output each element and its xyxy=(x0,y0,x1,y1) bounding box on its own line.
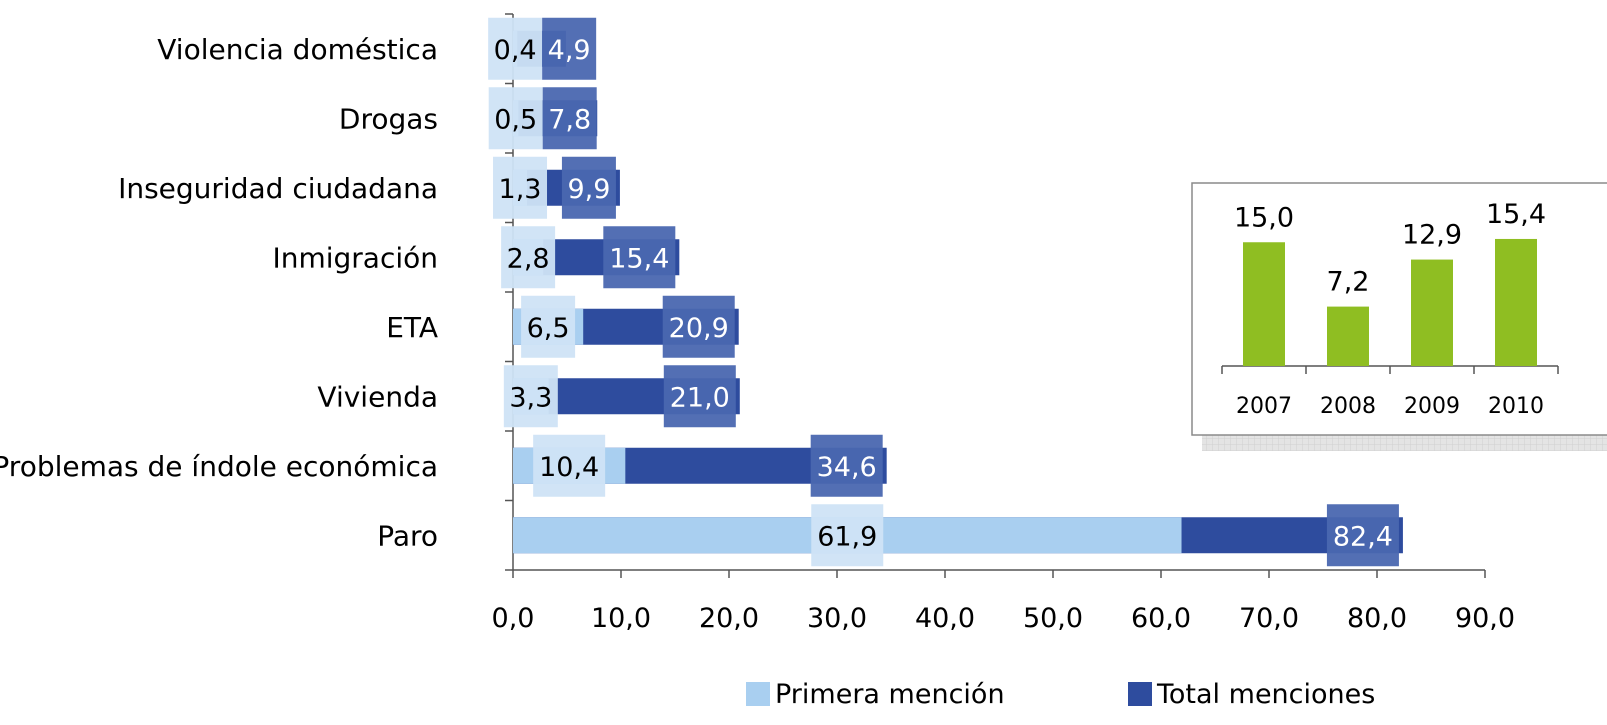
data-label-primera: 1,3 xyxy=(499,174,542,205)
data-label-total: 21,0 xyxy=(670,382,730,413)
data-label-box-primera xyxy=(488,87,543,150)
inset-shadow xyxy=(1202,435,1607,451)
data-label-total: 15,4 xyxy=(609,243,669,274)
inset-data-label: 7,2 xyxy=(1327,267,1370,298)
x-tick-label: 70,0 xyxy=(1239,603,1299,634)
data-label-box-primera xyxy=(521,295,576,358)
category-label: Vivienda xyxy=(317,380,438,413)
legend-swatch-total xyxy=(1128,682,1152,706)
data-label-box-primera xyxy=(493,156,548,219)
inset-bar xyxy=(1243,242,1285,366)
data-label-primera: 0,5 xyxy=(494,104,537,135)
data-label-box-total xyxy=(603,226,676,289)
data-label-box-total xyxy=(662,295,735,358)
data-label-box-total xyxy=(810,434,883,497)
x-tick-label: 40,0 xyxy=(915,603,975,634)
data-label-primera: 0,4 xyxy=(494,35,537,66)
data-label-box-total xyxy=(542,17,597,80)
legend-label-primera: Primera mención xyxy=(775,679,1005,710)
data-label-box-total xyxy=(542,87,597,150)
inset-bar xyxy=(1411,259,1453,366)
inset-category-label: 2008 xyxy=(1320,394,1376,419)
category-label: Inmigración xyxy=(272,241,438,274)
x-tick-label: 0,0 xyxy=(492,603,535,634)
legend: Primera mención Total menciones xyxy=(746,679,1375,710)
data-label-box-primera xyxy=(488,17,543,80)
data-label-primera: 61,9 xyxy=(817,521,877,552)
x-tick-label: 80,0 xyxy=(1347,603,1407,634)
x-tick-label: 50,0 xyxy=(1023,603,1083,634)
data-label-primera: 3,3 xyxy=(509,382,552,413)
inset-data-label: 15,4 xyxy=(1486,199,1546,230)
data-label-total: 20,9 xyxy=(669,313,729,344)
inset-data-label: 15,0 xyxy=(1234,202,1294,233)
data-label-total: 82,4 xyxy=(1333,521,1393,552)
legend-label-total: Total menciones xyxy=(1156,679,1375,710)
data-label-box-total xyxy=(561,156,616,219)
inset-data-label: 12,9 xyxy=(1402,220,1462,251)
x-tick-label: 90,0 xyxy=(1455,603,1515,634)
inset-category-label: 2007 xyxy=(1236,394,1292,419)
category-label: Paro xyxy=(377,519,438,552)
data-label-primera: 10,4 xyxy=(539,452,599,483)
x-tick-label: 20,0 xyxy=(699,603,759,634)
data-label-total: 34,6 xyxy=(817,452,877,483)
inset-category-label: 2010 xyxy=(1488,394,1544,419)
data-label-box-primera xyxy=(501,226,556,289)
inset-bar-chart: 15,0 2007 7,2 2008 12,9 2009 15,4 2010 xyxy=(1191,182,1607,451)
data-label-total: 9,9 xyxy=(567,174,610,205)
data-label-box-primera xyxy=(811,504,884,567)
data-label-box-primera xyxy=(533,434,606,497)
category-label: Drogas xyxy=(339,102,438,135)
inset-category-label: 2009 xyxy=(1404,394,1460,419)
inset-bar xyxy=(1495,238,1537,366)
data-label-box-total xyxy=(1326,504,1399,567)
category-label: Violencia doméstica xyxy=(157,33,438,66)
data-label-box-total xyxy=(663,365,736,428)
category-label: Inseguridad ciudadana xyxy=(118,172,438,205)
data-label-box-primera xyxy=(503,365,558,428)
data-label-total: 7,8 xyxy=(548,104,591,135)
data-label-total: 4,9 xyxy=(548,35,591,66)
data-label-primera: 6,5 xyxy=(527,313,570,344)
category-label: Problemas de índole económica xyxy=(0,450,438,483)
legend-swatch-primera xyxy=(746,682,770,706)
x-tick-label: 10,0 xyxy=(591,603,651,634)
category-label: ETA xyxy=(386,311,438,344)
x-tick-label: 60,0 xyxy=(1131,603,1191,634)
inset-bar xyxy=(1327,306,1369,366)
x-tick-label: 30,0 xyxy=(807,603,867,634)
main-bar-chart: 0,0 10,0 20,0 30,0 40,0 50,0 60,0 70,0 80,0 90,0 V… xyxy=(0,13,1515,634)
data-label-primera: 2,8 xyxy=(507,243,550,274)
